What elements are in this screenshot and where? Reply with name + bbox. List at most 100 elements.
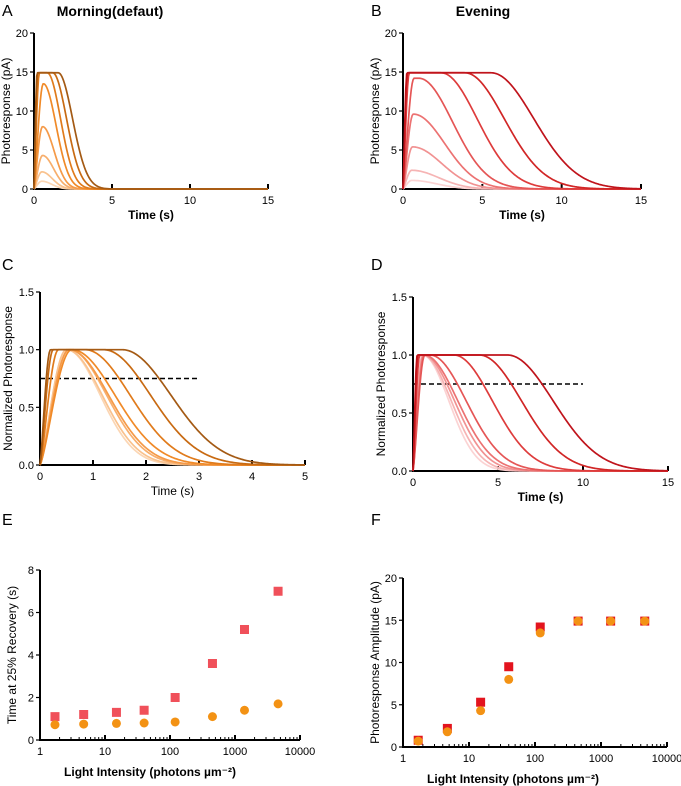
- x-axis-label: Light Intensity (photons µm⁻²): [427, 772, 599, 786]
- data-point-circle: [640, 616, 650, 626]
- x-tick-label: 15: [635, 195, 647, 207]
- y-tick-label: 15: [385, 615, 397, 627]
- y-tick-label: 0.5: [392, 408, 407, 420]
- data-point-square: [476, 697, 486, 707]
- data-point-circle: [139, 718, 149, 728]
- y-tick-label: 15: [385, 67, 397, 79]
- x-tick-label: 10: [463, 753, 475, 765]
- y-tick-label: 20: [385, 28, 397, 40]
- panel-c: C 0.0 0.5 1.0 1.5 0 1 2 3 4 5 Time (s) Normalized Ph…: [1, 257, 308, 498]
- panel-letter: B: [371, 3, 382, 20]
- data-point-circle: [535, 628, 545, 638]
- series-line-8: [33, 71, 268, 190]
- data-point-circle: [79, 719, 89, 729]
- series-line-7: [33, 71, 268, 190]
- x-axis-label: Time (s): [151, 484, 195, 498]
- x-tick-label: 1: [37, 746, 43, 758]
- series-line-8: [39, 348, 306, 466]
- y-tick-label: 1.5: [392, 292, 407, 304]
- data-point-square: [273, 586, 283, 596]
- x-tick-label: 1: [400, 753, 406, 765]
- series-line-7: [402, 71, 642, 190]
- y-tick-label: 20: [16, 28, 28, 40]
- x-axis-label: Light Intensity (photons µm⁻²): [64, 765, 236, 779]
- y-tick-label: 10: [385, 106, 397, 118]
- panel-letter: D: [371, 257, 383, 274]
- y-axis-label: Time at 25% Recovery (s): [5, 586, 19, 724]
- y-tick-label: 1.5: [19, 287, 34, 299]
- panel-title: Morning(defaut): [57, 3, 164, 19]
- x-tick-label: 10: [99, 746, 111, 758]
- y-tick-label: 10: [385, 658, 397, 670]
- data-point-circle: [239, 705, 249, 715]
- y-axis-label: Photoresponse (pA): [0, 58, 13, 165]
- y-tick-label: 6: [28, 608, 34, 620]
- panel-a: A Morning(defaut) 0 5 10 15 20 0 5 10 15 Time (s) Ph…: [0, 3, 274, 222]
- data-point-circle: [413, 736, 423, 746]
- y-tick-label: 5: [391, 700, 397, 712]
- x-tick-label: 1: [90, 471, 96, 483]
- series-line-6: [402, 71, 641, 190]
- data-point-circle: [170, 717, 180, 727]
- data-point-square: [504, 662, 514, 672]
- x-tick-label: 10000: [652, 753, 681, 765]
- y-tick-label: 0.5: [19, 402, 34, 414]
- panel-f: F 0 5 10 15 20 1 10 100 1000 10000 Light Intensity …: [368, 512, 681, 786]
- x-tick-label: 100: [526, 753, 544, 765]
- x-tick-label: 10: [577, 477, 589, 489]
- y-tick-label: 0.0: [392, 466, 407, 478]
- y-tick-label: 8: [28, 565, 34, 577]
- x-tick-label: 15: [262, 195, 274, 207]
- x-tick-label: 10: [556, 195, 568, 207]
- data-point-circle: [606, 616, 616, 626]
- y-axis-label: Normalized Photoresponse: [1, 306, 15, 451]
- data-point-square: [139, 705, 149, 715]
- x-axis-label: Time (s): [518, 490, 564, 504]
- y-tick-label: 20: [385, 573, 397, 585]
- x-tick-label: 100: [161, 746, 179, 758]
- x-tick-label: 0: [410, 477, 416, 489]
- y-tick-label: 0.0: [19, 460, 34, 472]
- x-tick-label: 1000: [589, 753, 613, 765]
- panel-letter: C: [2, 257, 14, 274]
- panel-d: D 0.0 0.5 1.0 1.5 0 5 10 15 Time (s) Normalized Ph…: [371, 257, 674, 504]
- data-point-square: [111, 707, 121, 717]
- y-tick-label: 0: [391, 184, 397, 196]
- x-tick-label: 4: [249, 471, 255, 483]
- panel-letter: E: [2, 512, 13, 529]
- y-tick-label: 2: [28, 693, 34, 705]
- data-point-square: [79, 710, 89, 719]
- x-tick-label: 0: [31, 195, 37, 207]
- panel-b: B Evening 0 5 10 15 20 0 5 10 15 Time (s) Photorespo…: [368, 3, 647, 222]
- x-tick-label: 0: [37, 471, 43, 483]
- y-tick-label: 5: [391, 145, 397, 157]
- x-axis-label: Time (s): [128, 208, 174, 222]
- x-tick-label: 10000: [285, 746, 316, 758]
- x-axis-label: Time (s): [499, 208, 545, 222]
- x-tick-label: 3: [196, 471, 202, 483]
- data-point-circle: [504, 674, 514, 684]
- series-line-5: [412, 354, 668, 472]
- data-point-circle: [442, 727, 452, 737]
- y-axis-label: Normalized Photoresponse: [374, 311, 388, 456]
- series-line-8: [402, 71, 642, 190]
- panel-letter: F: [371, 512, 381, 529]
- series-line-8: [412, 354, 669, 472]
- data-point-square: [207, 659, 217, 668]
- data-point-circle: [207, 712, 217, 722]
- y-tick-label: 10: [16, 106, 28, 118]
- x-tick-label: 15: [662, 477, 674, 489]
- y-tick-label: 4: [28, 650, 34, 662]
- data-point-circle: [111, 718, 121, 728]
- y-axis-label: Photoresponse Amplitude (pA): [368, 581, 382, 744]
- y-tick-label: 0: [22, 184, 28, 196]
- x-tick-label: 2: [143, 471, 149, 483]
- y-tick-label: 1.0: [19, 345, 34, 357]
- y-tick-label: 15: [16, 67, 28, 79]
- x-tick-label: 0: [400, 195, 406, 207]
- x-tick-label: 5: [109, 195, 115, 207]
- y-tick-label: 1.0: [392, 350, 407, 362]
- y-tick-label: 0: [391, 742, 397, 754]
- data-point-circle: [573, 616, 583, 626]
